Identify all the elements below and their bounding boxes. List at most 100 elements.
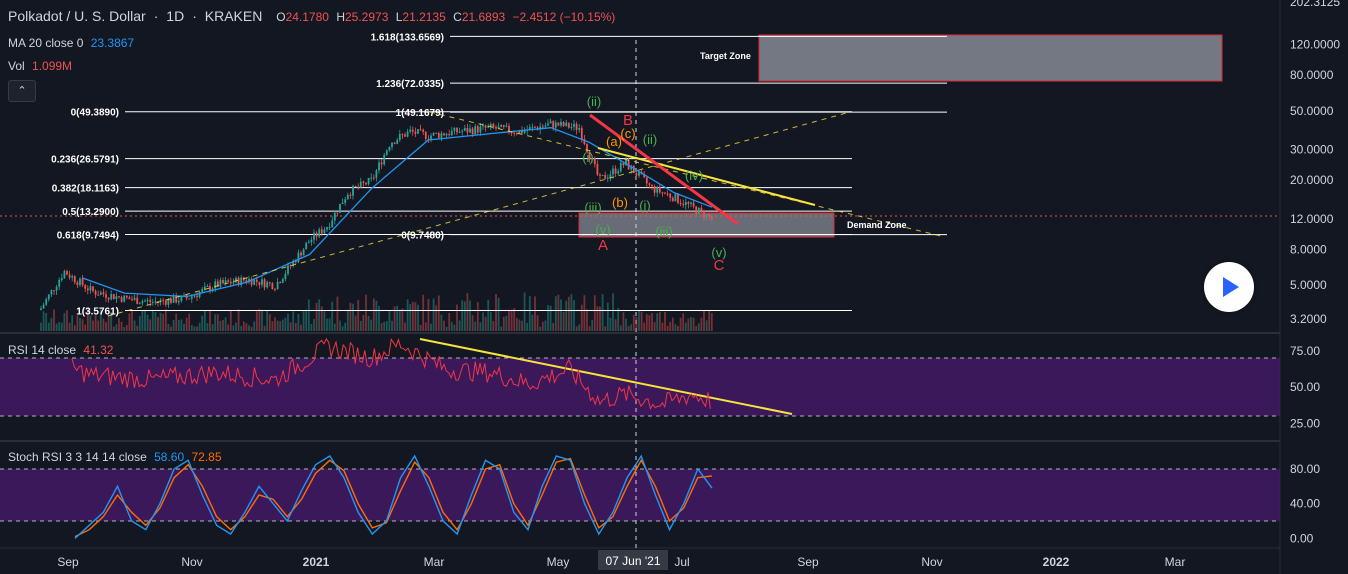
candle-body xyxy=(417,129,419,134)
symbol-name[interactable]: Polkadot / U. S. Dollar xyxy=(8,8,146,24)
wave-label[interactable]: (iii) xyxy=(584,200,601,215)
volume-bar xyxy=(378,306,380,331)
wave-label[interactable]: (ii) xyxy=(643,132,657,147)
volume-bar xyxy=(89,315,92,331)
trendline-red[interactable] xyxy=(589,113,739,226)
volume-bar xyxy=(476,302,479,331)
stoch-title: Stoch RSI 3 3 14 14 close xyxy=(8,450,147,464)
candle-body xyxy=(110,294,113,300)
volume-bar xyxy=(300,324,302,331)
wave-label[interactable]: (iii) xyxy=(655,224,672,239)
demand-zone[interactable] xyxy=(578,212,835,238)
candle-body xyxy=(601,174,604,176)
wave-label[interactable]: (iv) xyxy=(685,168,703,183)
fib-level-label: 0(9.7480) xyxy=(401,231,444,242)
volume-bar xyxy=(45,312,48,331)
volume-bar xyxy=(339,320,341,331)
volume-bar xyxy=(396,305,399,331)
volume-bar xyxy=(354,315,357,331)
volume-bar xyxy=(276,320,279,331)
candle-body xyxy=(617,171,620,174)
stoch-k-line[interactable] xyxy=(74,454,713,539)
ma-legend[interactable]: MA 20 close 0 23.3867 xyxy=(8,36,138,50)
wave-label[interactable]: (a) xyxy=(606,134,622,149)
volume-bar xyxy=(76,315,79,331)
volume-bar xyxy=(635,316,638,331)
candle-body xyxy=(284,273,287,280)
candle-body xyxy=(253,279,256,285)
volume-bar xyxy=(596,306,599,331)
volume-bar xyxy=(55,323,58,331)
rsi-legend[interactable]: RSI 14 close 41.32 xyxy=(8,343,117,357)
candle-body xyxy=(339,203,341,213)
candle-body xyxy=(354,185,357,187)
wave-label[interactable]: (i) xyxy=(639,198,651,213)
wave-label[interactable]: (v) xyxy=(711,245,726,260)
wave-label[interactable]: (v) xyxy=(595,222,610,237)
volume-bar xyxy=(315,302,318,331)
volume-bar xyxy=(513,307,516,331)
price-axis-tick: 30.0000 xyxy=(1290,142,1334,156)
candle-body xyxy=(146,299,149,301)
candle-body xyxy=(89,286,92,291)
volume-bar xyxy=(123,326,126,331)
fib-level-label: 1(3.5761) xyxy=(76,306,119,317)
time-axis-tick: Nov xyxy=(921,555,942,569)
rsi-line[interactable] xyxy=(71,337,711,411)
volume-bar xyxy=(81,319,84,331)
volume-bar xyxy=(214,314,217,331)
volume-bar xyxy=(601,294,604,331)
wave-label[interactable]: A xyxy=(598,237,608,254)
volume-bar xyxy=(710,313,713,331)
volume-bar xyxy=(201,315,204,331)
target-zone[interactable] xyxy=(758,34,1223,82)
trendline-rsi[interactable] xyxy=(419,338,793,415)
candle-body xyxy=(211,288,214,291)
volume-bar xyxy=(211,324,214,331)
wave-label[interactable]: (b) xyxy=(612,195,628,210)
wave-label[interactable]: C xyxy=(714,257,725,274)
legend-title-row: Polkadot / U. S. Dollar · 1D · KRAKEN O24.… xyxy=(8,8,616,24)
candle-body xyxy=(539,126,542,130)
volume-bar xyxy=(172,319,175,331)
fan-line-lower[interactable] xyxy=(429,111,946,238)
candle-body xyxy=(406,131,409,137)
candle-body xyxy=(105,294,107,298)
volume-bar xyxy=(645,314,648,331)
wave-label[interactable]: B xyxy=(623,112,633,129)
time-axis-tick: 2021 xyxy=(303,555,330,569)
volume-bar xyxy=(216,314,219,331)
vol-legend[interactable]: Vol 1.099M xyxy=(8,59,76,73)
ma-20-line[interactable] xyxy=(82,127,713,298)
fan-line-upper[interactable] xyxy=(107,111,851,317)
play-button[interactable] xyxy=(1204,262,1254,312)
trendline-yellow-price[interactable] xyxy=(597,147,816,206)
collapse-legend-button[interactable]: ⌃ xyxy=(8,80,36,102)
volume-bar xyxy=(94,313,97,331)
time-axis-tick: Mar xyxy=(424,555,445,569)
candle-body xyxy=(495,126,497,129)
change-value: −2.4512 (−10.15%) xyxy=(512,10,616,24)
candle-body xyxy=(328,226,331,228)
candle-body xyxy=(255,279,258,282)
stoch-legend[interactable]: Stoch RSI 3 3 14 14 close 58.60 72.85 xyxy=(8,450,226,464)
interval-label[interactable]: 1D xyxy=(166,8,185,24)
candle-body xyxy=(388,146,391,151)
wave-label[interactable]: (c) xyxy=(620,126,635,141)
wave-label[interactable]: (ii) xyxy=(587,94,601,109)
candle-body xyxy=(648,183,651,185)
volume-bar xyxy=(271,321,274,331)
price-axis-tick: 5.0000 xyxy=(1290,278,1327,292)
candle-body xyxy=(190,296,193,299)
volume-bar xyxy=(544,320,547,331)
candle-body xyxy=(450,130,453,136)
candle-body xyxy=(630,165,633,170)
wave-label[interactable]: (i) xyxy=(582,150,594,165)
volume-bar xyxy=(164,309,167,331)
candle-body xyxy=(705,214,708,218)
time-axis-tick: 2022 xyxy=(1043,555,1070,569)
volume-bar xyxy=(284,317,287,331)
volume-bar xyxy=(622,312,625,331)
candle-body xyxy=(575,123,578,130)
